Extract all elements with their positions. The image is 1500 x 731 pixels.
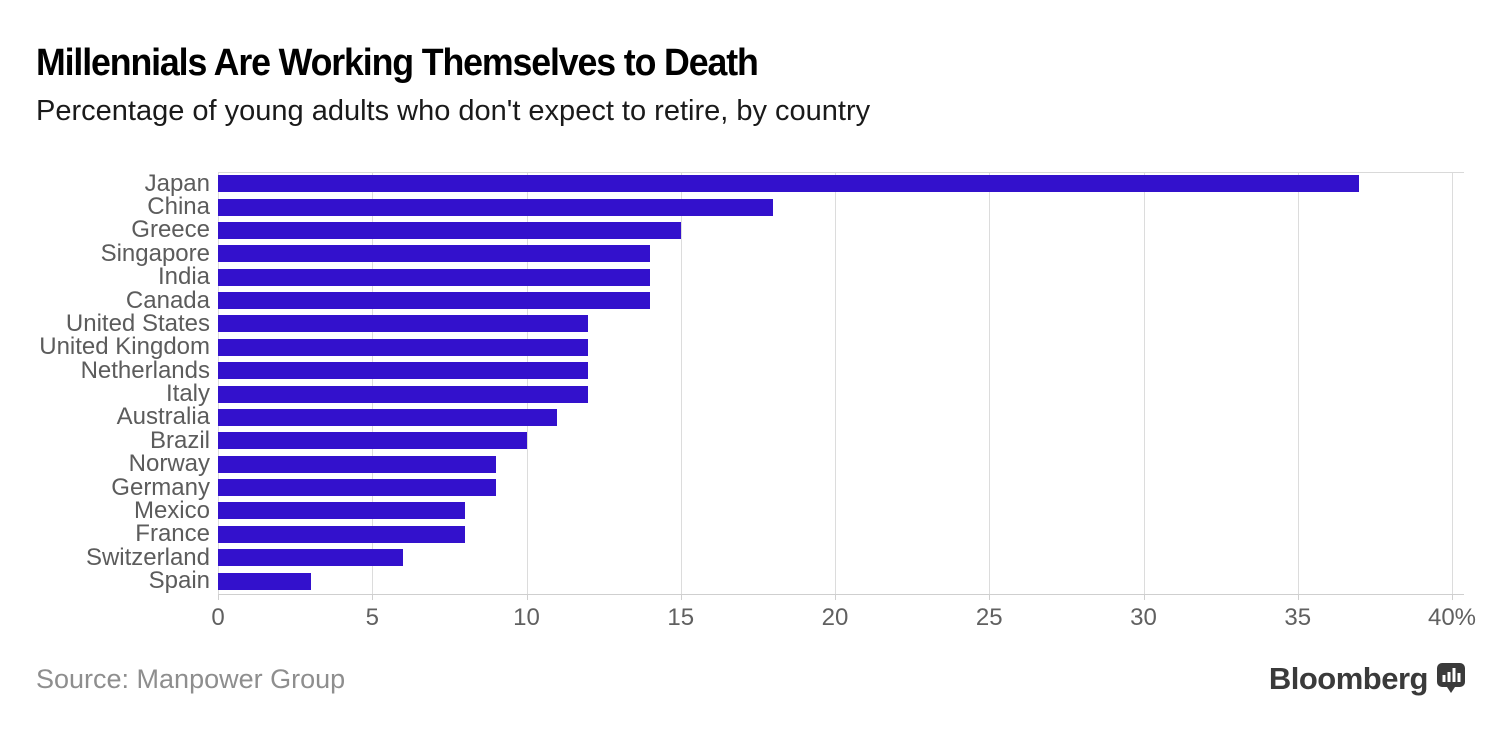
country-label: Greece [131,216,210,244]
source-attribution: Source: Manpower Group [36,664,346,694]
country-label: Italy [165,380,210,408]
x-tick-mark [1452,594,1453,600]
x-tick-mark [372,594,374,600]
bar-row: Spain [0,567,1500,595]
gridline [1143,173,1145,594]
x-tick-mark [218,594,219,600]
gridline [835,173,836,594]
x-tick-mark [1143,594,1145,600]
bar [218,315,589,333]
country-label: Norway [128,450,210,478]
gridline [1297,173,1299,594]
bar-row: Singapore [0,239,1500,267]
bar-row: United States [0,309,1500,337]
x-tick-label: 10 [513,604,540,631]
country-label: Japan [144,169,210,197]
gridline [1452,173,1453,594]
x-tick-label: 25 [975,604,1003,631]
x-tick-mark [989,594,991,600]
gridline [526,173,528,594]
country-label: Netherlands [80,356,210,384]
x-tick-mark [835,594,836,600]
x-tick-mark [526,594,528,600]
bar-row: Norway [0,450,1500,478]
bar-rows: Japan China Greece Singapore India Canada Unit… [0,169,1500,595]
country-label: Canada [125,286,210,314]
bloomberg-logo: Bloomberg [1269,662,1466,695]
country-label: Brazil [149,426,210,454]
bar [218,572,311,590]
plot-gridlines [218,172,1464,595]
bar-row: Canada [0,286,1500,314]
country-label: Switzerland [85,543,210,571]
x-tick-mark [1297,594,1299,600]
country-label: Spain [148,567,210,595]
country-label: Singapore [100,239,210,267]
bar-row: China [0,193,1500,221]
gridline [989,173,991,594]
bar [218,362,589,380]
gridline [218,173,219,594]
bar [218,221,681,239]
country-label: Australia [116,403,210,431]
country-label: United States [65,309,210,337]
bar-row: Italy [0,380,1500,408]
x-tick-label: 35 [1284,604,1312,631]
bar [218,245,650,263]
bloomberg-chart-icon [1437,663,1465,693]
x-tick-label: 40% [1427,604,1477,631]
bar-row: Australia [0,403,1500,431]
x-tick-mark [680,594,682,600]
bar [218,268,650,286]
country-label: Germany [111,473,210,501]
chart-title: Millennials Are Working Themselves to De… [36,42,759,84]
x-tick-label: 0 [211,604,225,631]
bar [218,338,589,356]
x-tick-label: 15 [667,604,695,631]
bar [218,525,465,543]
gridline [680,173,682,594]
bar-row: Brazil [0,426,1500,454]
x-tick-label: 20 [821,604,849,631]
country-label: France [135,520,210,548]
country-label: China [147,193,210,221]
bloomberg-wordmark: Bloomberg [1268,661,1429,696]
bar-row: United Kingdom [0,333,1500,361]
chart-subtitle: Percentage of young adults who don't exp… [36,95,871,127]
chart-area: Japan China Greece Singapore India Canada Unit… [0,169,1500,631]
bar-row: France [0,520,1500,548]
bar [218,549,404,567]
bar [218,408,558,426]
bar [218,292,650,310]
x-axis: 0 5 10 15 20 25 30 35 40% [0,593,1500,633]
bar-row: Netherlands [0,356,1500,384]
bar-row: Greece [0,216,1500,244]
country-label: United Kingdom [39,333,210,361]
gridline [372,173,374,594]
x-tick-label: 5 [365,604,379,631]
bar [218,175,1360,193]
bar-row: Mexico [0,496,1500,524]
x-tick-label: 30 [1130,604,1157,631]
bar [218,432,527,450]
bar [218,479,496,497]
bar [218,502,465,520]
bar-row: Switzerland [0,543,1500,571]
bar-row: Germany [0,473,1500,501]
country-label: India [157,263,210,291]
bar [218,198,774,216]
bar [218,385,589,403]
country-label: Mexico [133,496,210,524]
bar-row: Japan [0,169,1500,197]
bar-row: India [0,263,1500,291]
bar [218,455,496,473]
